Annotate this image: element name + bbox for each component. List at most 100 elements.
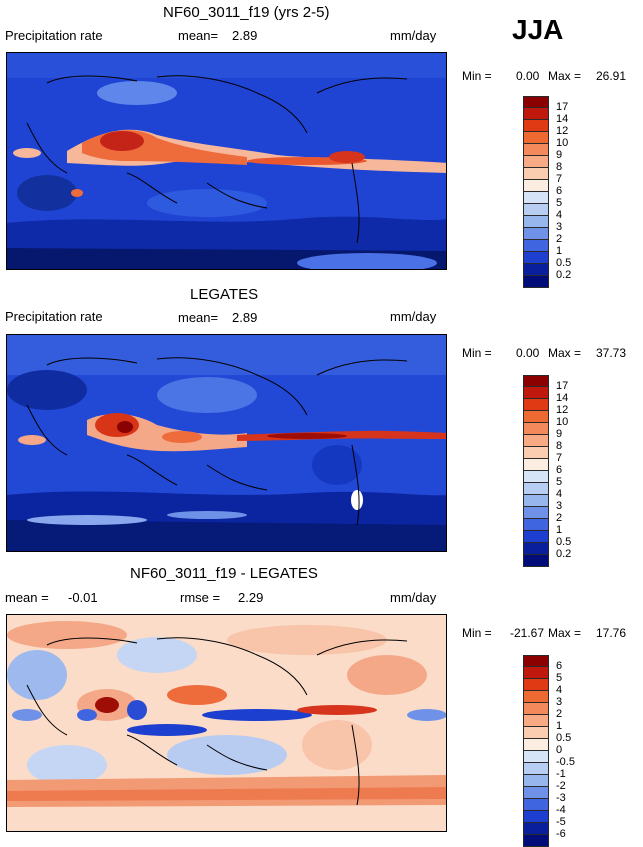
panel1-max-label: Max = [548,69,582,83]
colorbar-tick-label: 3 [556,221,563,233]
panel3-min-value: -21.67 [510,626,545,640]
colorbar-tick-label: 8 [556,440,563,452]
colorbar-tick-label: 4 [556,488,563,500]
panel1-colorbar [523,96,549,288]
colorbar-cell [523,555,549,567]
colorbar-tick-label: 1 [556,245,563,257]
colorbar-cell [523,667,549,679]
colorbar-cell [523,715,549,727]
colorbar-cell [523,799,549,811]
colorbar-tick-label: 8 [556,161,563,173]
colorbar-cell [523,543,549,555]
panel3-title: NF60_3011_f19 - LEGATES [130,565,318,582]
colorbar-tick-label: 2 [556,512,563,524]
colorbar-cell [523,447,549,459]
colorbar-tick-label: 5 [556,476,563,488]
colorbar-cell [523,435,549,447]
colorbar-tick-label: 9 [556,428,563,440]
panel2-mean-value: 2.89 [232,310,258,325]
colorbar-cell [523,180,549,192]
panel1-min-label: Min = [462,69,492,83]
colorbar-tick-label: 6 [556,660,563,672]
colorbar-cell [523,240,549,252]
panel1-title: NF60_3011_f19 (yrs 2-5) [163,4,330,21]
panel2-min-value: 0.00 [516,346,540,360]
colorbar-tick-label: -0.5 [556,756,575,768]
colorbar-tick-label: -1 [556,768,566,780]
colorbar-cell [523,387,549,399]
colorbar-cell [523,495,549,507]
colorbar-tick-label: -5 [556,816,566,828]
colorbar-cell [523,192,549,204]
colorbar-tick-label: 1 [556,524,563,536]
colorbar-cell [523,835,549,847]
colorbar-cell [523,168,549,180]
colorbar-cell [523,691,549,703]
colorbar-tick-label: 4 [556,684,563,696]
colorbar-cell [523,679,549,691]
colorbar-cell [523,264,549,276]
colorbar-tick-label: 0.2 [556,548,572,560]
colorbar-tick-label: 17 [556,101,569,113]
colorbar-cell [523,411,549,423]
panel1-map [6,52,447,270]
panel2-min-label: Min = [462,346,492,360]
colorbar-tick-label: 12 [556,125,569,137]
panel1-variable-label: Precipitation rate [5,28,103,43]
colorbar-tick-label: 2 [556,708,563,720]
colorbar-cell [523,739,549,751]
colorbar-cell [523,703,549,715]
panel3-units: mm/day [390,590,437,605]
panel1-max-value: 26.91 [596,69,627,83]
colorbar-cell [523,483,549,495]
colorbar-tick-label: 3 [556,500,563,512]
colorbar-cell [523,276,549,288]
colorbar-tick-label: 10 [556,137,569,149]
panel2-variable-label: Precipitation rate [5,309,103,324]
colorbar-cell [523,531,549,543]
colorbar-cell [523,132,549,144]
panel2-title: LEGATES [190,286,259,303]
panel2-map [6,334,447,552]
colorbar-cell [523,252,549,264]
colorbar-tick-label: -4 [556,804,566,816]
panel2-max-label: Max = [548,346,582,360]
colorbar-cell [523,216,549,228]
panel2-max-value: 37.73 [596,346,627,360]
colorbar-tick-label: 5 [556,197,563,209]
colorbar-tick-label: 0 [556,744,563,756]
colorbar-tick-label: -2 [556,780,566,792]
colorbar-tick-label: -6 [556,828,566,840]
colorbar-cell [523,655,549,667]
colorbar-cell [523,108,549,120]
panel1-mean-value: 2.89 [232,28,258,43]
colorbar-tick-label: 3 [556,696,563,708]
panel3-map [6,614,447,832]
colorbar-cell [523,775,549,787]
colorbar-cell [523,823,549,835]
colorbar-cell [523,399,549,411]
colorbar-cell [523,204,549,216]
colorbar-tick-label: 9 [556,149,563,161]
panel2-mean-label: mean= [178,310,219,325]
panel1-units: mm/day [390,28,437,43]
colorbar-cell [523,120,549,132]
panel3-mean-label: mean = [5,590,49,605]
colorbar-tick-label: 5 [556,672,563,684]
colorbar-tick-label: 14 [556,392,569,404]
panel2-colorbar [523,375,549,567]
colorbar-tick-label: 17 [556,380,569,392]
colorbar-tick-label: 2 [556,233,563,245]
colorbar-cell [523,471,549,483]
colorbar-tick-label: 0.5 [556,257,572,269]
colorbar-tick-label: 0.5 [556,732,572,744]
colorbar-tick-label: 7 [556,452,563,464]
colorbar-tick-label: 10 [556,416,569,428]
colorbar-cell [523,459,549,471]
colorbar-cell [523,96,549,108]
colorbar-cell [523,156,549,168]
panel1-mean-label: mean= [178,28,219,43]
colorbar-cell [523,787,549,799]
panel3-rmse-label: rmse = [180,590,221,605]
panel1-min-value: 0.00 [516,69,540,83]
